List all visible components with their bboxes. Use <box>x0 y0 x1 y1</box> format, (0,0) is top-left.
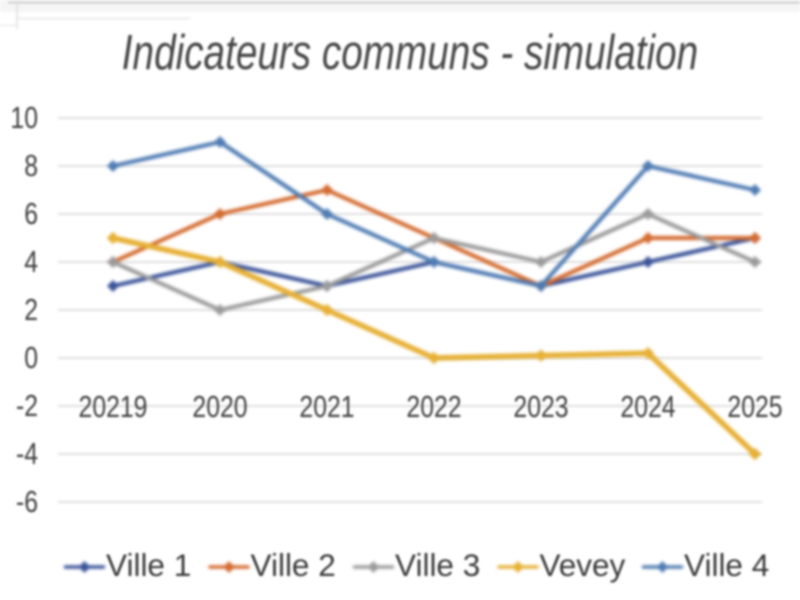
svg-text:20219: 20219 <box>79 389 148 423</box>
svg-text:4: 4 <box>24 244 38 278</box>
svg-text:2022: 2022 <box>406 389 461 423</box>
svg-text:Vevey: Vevey <box>540 547 626 583</box>
svg-text:Ville 4: Ville 4 <box>684 547 769 583</box>
svg-text:Ville 1: Ville 1 <box>106 547 191 583</box>
svg-text:0: 0 <box>24 340 38 374</box>
svg-text:-4: -4 <box>16 436 38 470</box>
svg-text:2021: 2021 <box>299 389 354 423</box>
svg-text:2023: 2023 <box>513 389 568 423</box>
svg-text:Ville 3: Ville 3 <box>395 547 480 583</box>
svg-text:Ville 2: Ville 2 <box>251 547 336 583</box>
svg-text:8: 8 <box>24 148 38 182</box>
svg-text:-2: -2 <box>16 388 38 422</box>
svg-text:10: 10 <box>10 100 38 134</box>
svg-text:6: 6 <box>24 196 38 230</box>
svg-text:Indicateurs communs - simulati: Indicateurs communs - simulation <box>122 26 698 80</box>
svg-text:2020: 2020 <box>192 389 247 423</box>
svg-text:2024: 2024 <box>620 389 675 423</box>
svg-text:2025: 2025 <box>727 389 782 423</box>
svg-text:2: 2 <box>24 292 38 326</box>
svg-text:-6: -6 <box>16 484 38 518</box>
